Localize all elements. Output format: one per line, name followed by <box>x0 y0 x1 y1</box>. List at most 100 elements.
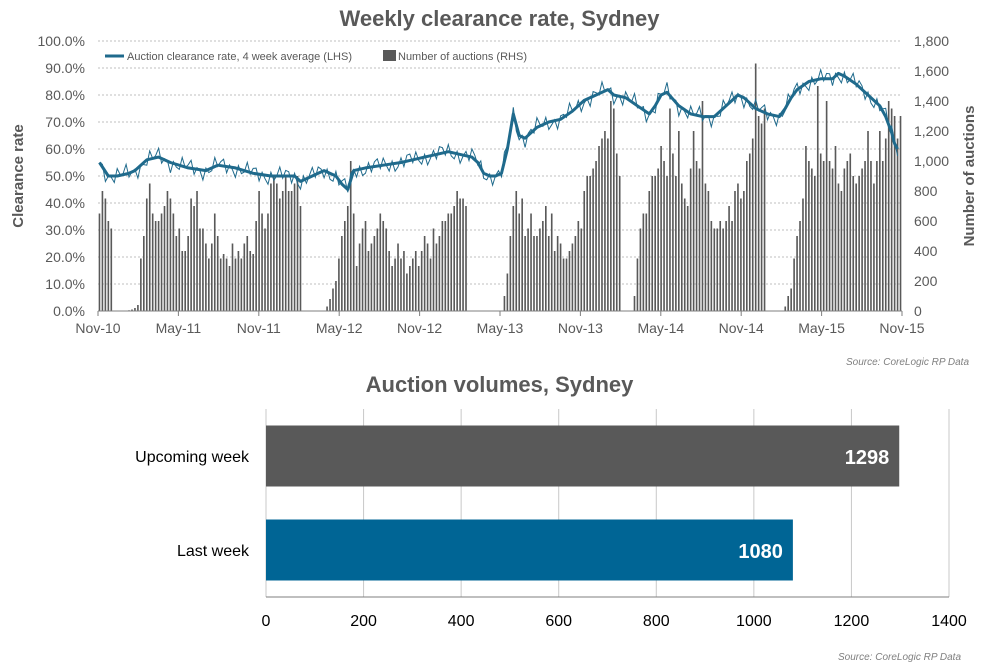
auction-volumes-chart: 0 200 400 600 800 1000 1200 1400 1298 Upcoming we… <box>135 409 967 630</box>
auction-bar <box>716 228 719 311</box>
auction-bar <box>184 251 187 311</box>
auction-bar <box>290 191 293 311</box>
y-axis-title: Clearance rate <box>10 124 27 227</box>
auction-bar <box>246 236 249 311</box>
auction-bar <box>438 236 441 311</box>
auction-bar <box>648 191 651 311</box>
auction-bar <box>799 221 801 311</box>
auction-bar <box>707 191 710 311</box>
auction-bar <box>403 251 405 311</box>
auction-bar <box>358 243 361 311</box>
volume-data-label: 1080 <box>738 541 783 563</box>
auction-bar <box>689 168 692 311</box>
auction-bar <box>400 258 402 311</box>
y2-tick-label: 1,600 <box>914 63 949 79</box>
x-tick-label: 0 <box>262 613 271 630</box>
auction-bar <box>675 176 677 311</box>
auction-bar <box>754 63 757 311</box>
auction-bar <box>713 228 716 311</box>
volume-bar <box>266 519 793 581</box>
auction-bar <box>530 213 532 311</box>
auction-bar <box>680 183 683 311</box>
auction-bar <box>645 213 648 311</box>
auction-bar <box>435 243 438 311</box>
auction-bar <box>296 176 299 311</box>
y2-tick-label: 800 <box>914 183 938 199</box>
auction-bar <box>669 108 671 311</box>
auction-bar <box>154 221 157 311</box>
auction-bar <box>748 153 751 311</box>
auction-bar <box>462 198 464 311</box>
auction-bar <box>326 306 328 311</box>
auction-bar <box>237 251 240 311</box>
y-tick-label: 30.0% <box>45 222 85 238</box>
auction-bar <box>654 176 656 311</box>
auction-bar <box>533 236 535 311</box>
auction-bar <box>542 221 544 311</box>
auction-bar <box>420 251 423 311</box>
auction-bar <box>441 221 444 311</box>
y2-tick-label: 200 <box>914 273 938 289</box>
x-tick-label: May-14 <box>637 320 684 336</box>
auction-bar <box>890 108 893 311</box>
auction-bar <box>293 183 296 311</box>
auction-bar <box>524 236 526 311</box>
auction-bar <box>379 213 382 311</box>
auction-bar <box>610 101 612 311</box>
auction-bar <box>423 236 426 311</box>
y-tick-label: 0.0% <box>53 303 85 319</box>
auction-bar <box>825 101 828 311</box>
auction-bar <box>660 146 662 311</box>
auction-bar <box>728 206 730 311</box>
x-tick-label: 800 <box>643 613 670 630</box>
y2-tick-label: 400 <box>914 243 938 259</box>
auction-bar <box>846 161 849 311</box>
auction-bar <box>178 228 181 311</box>
auction-bar <box>719 221 722 311</box>
auction-bar <box>284 176 287 311</box>
auction-bar <box>157 221 160 311</box>
auction-bar <box>406 273 408 311</box>
auction-bar <box>589 176 591 311</box>
auction-bar <box>828 161 831 311</box>
auction-bar <box>193 206 195 311</box>
x-tick-label: May-11 <box>156 320 202 336</box>
auction-bar <box>556 236 559 311</box>
auction-bar <box>740 198 742 311</box>
auction-bar <box>686 206 689 311</box>
auction-bar <box>391 266 393 311</box>
auction-bar <box>539 228 541 311</box>
legend-bar-swatch <box>383 50 396 61</box>
auction-bar <box>447 213 450 311</box>
auction-bar <box>518 213 521 311</box>
x-tick-label: 1200 <box>834 613 870 630</box>
auction-bar <box>101 191 104 311</box>
auction-bar <box>849 153 852 311</box>
auction-bar <box>98 213 101 311</box>
auction-bar <box>370 243 373 311</box>
auction-bar <box>414 251 417 311</box>
y-tick-label: 70.0% <box>45 114 85 130</box>
x-tick-label: Nov-12 <box>397 320 442 336</box>
auction-bar <box>855 183 857 311</box>
auction-bar <box>808 161 810 311</box>
auction-bar <box>281 191 284 311</box>
bottom-chart-title: Auction volumes, Sydney <box>365 372 634 397</box>
auction-bar <box>725 221 727 311</box>
auction-bar <box>734 191 736 311</box>
auction-bar <box>722 228 724 311</box>
auction-bar <box>181 251 184 311</box>
x-tick-label: 1000 <box>736 613 772 630</box>
auction-bar <box>811 168 813 311</box>
auction-bar <box>819 153 822 311</box>
auction-bar <box>219 258 222 311</box>
auction-bar <box>790 288 792 311</box>
auction-bar <box>521 198 523 311</box>
auction-bar <box>547 236 550 311</box>
auction-bar <box>255 221 257 311</box>
auction-bar <box>202 228 204 311</box>
auction-bar <box>692 131 695 311</box>
auction-bar <box>394 258 396 311</box>
auction-bar <box>160 213 163 311</box>
auction-bar <box>834 146 837 311</box>
